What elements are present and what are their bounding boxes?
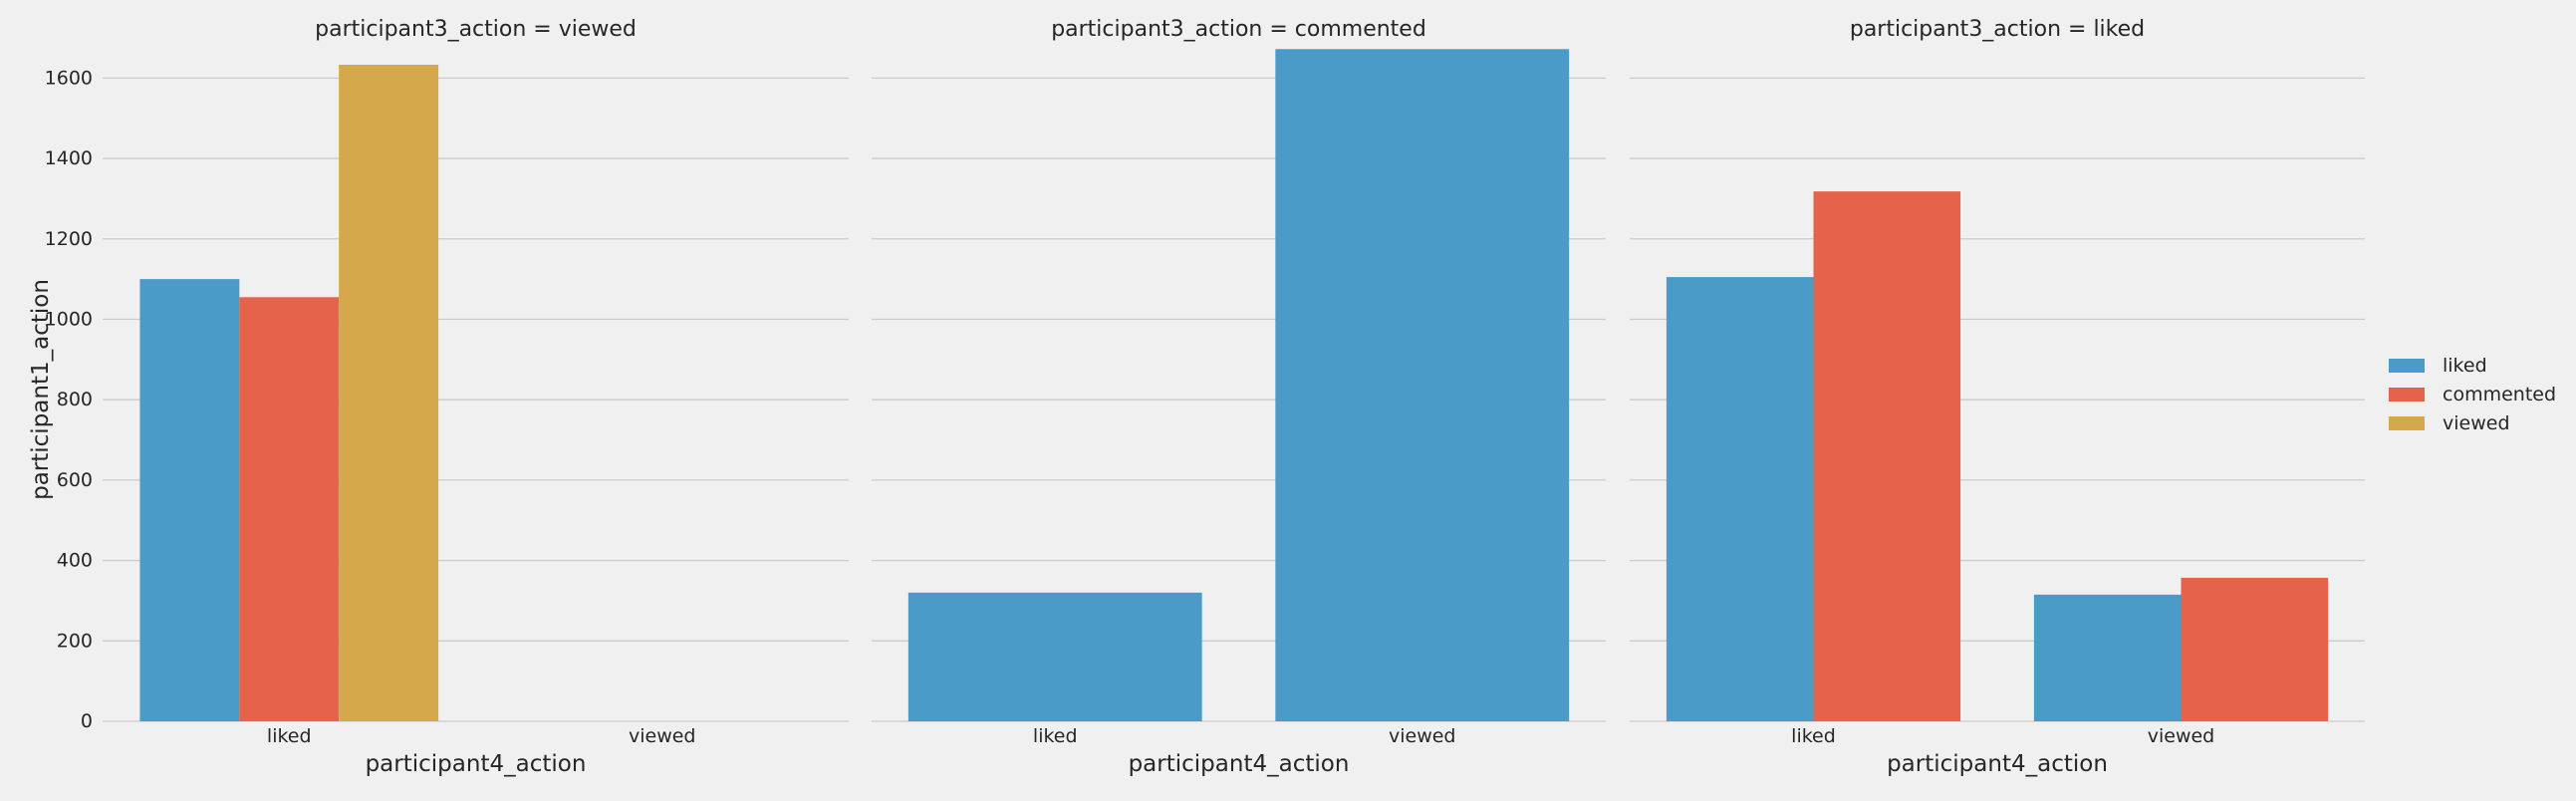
panel-title: participant3_action = liked bbox=[1850, 17, 2145, 42]
x-axis-label: participant4_action bbox=[1887, 751, 2108, 777]
bar-liked-liked bbox=[139, 279, 240, 721]
bar-commented-liked bbox=[239, 297, 340, 721]
bar-commented-liked bbox=[1813, 191, 1961, 721]
x-tick-label: viewed bbox=[1389, 725, 1456, 747]
y-tick-label: 200 bbox=[57, 630, 93, 652]
x-tick-label: liked bbox=[267, 725, 312, 747]
y-axis-label: participant1_action bbox=[28, 279, 54, 500]
panel-2: liked viewed participant3_action = comment… bbox=[872, 17, 1606, 777]
bar-commented-viewed bbox=[2181, 577, 2329, 721]
y-tick-label: 1400 bbox=[45, 147, 93, 169]
y-tick-label: 1600 bbox=[45, 67, 93, 89]
x-tick-label: viewed bbox=[2148, 725, 2215, 747]
panel-title: participant3_action = commented bbox=[1051, 17, 1426, 42]
y-tick-label: 600 bbox=[57, 469, 93, 491]
legend-label-liked: liked bbox=[2443, 355, 2487, 377]
x-tick-label: liked bbox=[1033, 725, 1078, 747]
panel-3: liked viewed participant3_action = liked pa… bbox=[1630, 17, 2365, 777]
y-tick-label: 800 bbox=[57, 389, 93, 410]
legend-swatch-liked bbox=[2389, 359, 2425, 373]
panel-title: participant3_action = viewed bbox=[315, 17, 637, 42]
bar-liked-viewed bbox=[2033, 594, 2182, 721]
legend-swatch-commented bbox=[2389, 388, 2425, 401]
x-tick-label: viewed bbox=[629, 725, 696, 747]
legend-swatch-viewed bbox=[2389, 416, 2425, 430]
legend-label-viewed: viewed bbox=[2443, 412, 2510, 434]
y-tick-label: 400 bbox=[57, 550, 93, 572]
bar-liked-liked bbox=[1666, 277, 1814, 721]
y-tick-label: 1200 bbox=[45, 228, 93, 250]
x-tick-label: liked bbox=[1791, 725, 1836, 747]
y-tick-label: 0 bbox=[81, 710, 93, 732]
bar-liked-liked bbox=[907, 592, 1202, 721]
bar-liked-viewed bbox=[1275, 49, 1570, 721]
y-tick-label: 1000 bbox=[45, 308, 93, 330]
x-axis-label: participant4_action bbox=[366, 751, 587, 777]
panel-1: 0 200 400 600 800 1000 1200 1400 1600 liked viewed… bbox=[28, 17, 849, 777]
x-axis-label: participant4_action bbox=[1129, 751, 1350, 777]
bar-viewed-liked bbox=[339, 65, 439, 721]
legend: liked commented viewed bbox=[2389, 355, 2556, 434]
legend-label-commented: commented bbox=[2443, 384, 2556, 405]
